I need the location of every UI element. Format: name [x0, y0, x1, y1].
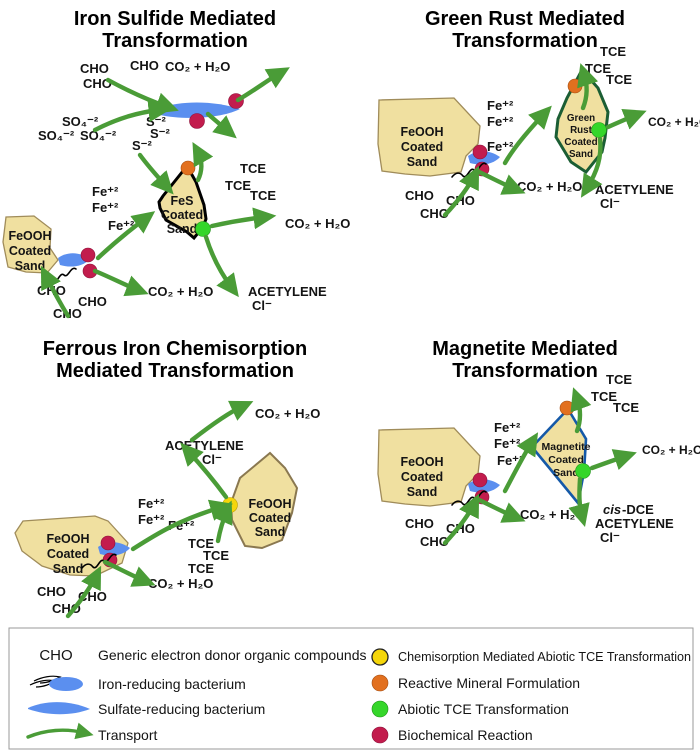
- svg-text:CO₂ + H₂O: CO₂ + H₂O: [648, 115, 700, 129]
- svg-text:Fe⁺²: Fe⁺²: [92, 200, 119, 215]
- svg-text:FeOOH: FeOOH: [8, 229, 51, 243]
- svg-text:CO₂ + H₂O: CO₂ + H₂O: [148, 576, 213, 591]
- svg-text:S⁻²: S⁻²: [132, 138, 153, 153]
- svg-text:Abiotic TCE Transformation: Abiotic TCE Transformation: [398, 701, 569, 717]
- svg-text:S⁻²: S⁻²: [150, 126, 171, 141]
- svg-text:CO₂ + H₂O: CO₂ + H₂O: [165, 59, 230, 74]
- svg-text:Fe⁺²: Fe⁺²: [138, 512, 165, 527]
- svg-text:ACETYLENE: ACETYLENE: [248, 284, 327, 299]
- svg-text:Iron-reducing bacterium: Iron-reducing bacterium: [98, 676, 246, 692]
- svg-text:ACETYLENE: ACETYLENE: [165, 438, 244, 453]
- svg-text:CO₂ + H₂O: CO₂ + H₂O: [642, 443, 700, 457]
- svg-text:Sand: Sand: [553, 467, 579, 479]
- svg-text:CO₂ + H₂O: CO₂ + H₂O: [520, 507, 585, 522]
- svg-text:TCE: TCE: [240, 161, 266, 176]
- svg-text:Coated: Coated: [564, 137, 597, 148]
- svg-text:Coated: Coated: [9, 244, 51, 258]
- svg-text:Sand: Sand: [407, 155, 438, 169]
- svg-text:Fe⁺²: Fe⁺²: [487, 114, 514, 129]
- svg-text:Biochemical Reaction: Biochemical Reaction: [398, 727, 533, 743]
- svg-text:Sand: Sand: [15, 259, 46, 273]
- svg-text:Fe⁺²: Fe⁺²: [494, 420, 521, 435]
- svg-text:Green: Green: [567, 113, 595, 124]
- svg-text:FeOOH: FeOOH: [400, 125, 443, 139]
- svg-text:Fe⁺²: Fe⁺²: [138, 496, 165, 511]
- svg-text:CO₂ + H₂O: CO₂ + H₂O: [517, 179, 582, 194]
- svg-text:Coated: Coated: [47, 547, 89, 561]
- svg-text:TCE: TCE: [225, 178, 251, 193]
- svg-text:Fe⁺²: Fe⁺²: [494, 436, 521, 451]
- svg-text:Coated: Coated: [401, 470, 443, 484]
- svg-text:FeOOH: FeOOH: [46, 532, 89, 546]
- svg-text:-DCE: -DCE: [622, 502, 654, 517]
- svg-text:Sand: Sand: [53, 562, 84, 576]
- svg-text:ACETYLENE: ACETYLENE: [595, 516, 674, 531]
- svg-text:Sulfate-reducing bacterium: Sulfate-reducing bacterium: [98, 701, 265, 717]
- svg-text:Cl⁻: Cl⁻: [252, 298, 272, 313]
- svg-text:CHO: CHO: [39, 647, 72, 664]
- svg-text:CHO: CHO: [130, 58, 159, 73]
- svg-text:Fe⁺²: Fe⁺²: [92, 184, 119, 199]
- svg-text:TCE: TCE: [606, 72, 632, 87]
- svg-text:CO₂ + H₂O: CO₂ + H₂O: [255, 406, 320, 421]
- svg-text:TCE: TCE: [613, 400, 639, 415]
- svg-text:CHO: CHO: [78, 294, 107, 309]
- svg-text:ACETYLENE: ACETYLENE: [595, 182, 674, 197]
- svg-text:Coated: Coated: [548, 454, 584, 466]
- svg-text:Fe⁺²: Fe⁺²: [487, 98, 514, 113]
- svg-text:CHO: CHO: [405, 188, 434, 203]
- svg-text:CO₂ + H₂O: CO₂ + H₂O: [148, 284, 213, 299]
- svg-text:SO₄⁻²: SO₄⁻²: [38, 128, 75, 143]
- svg-text:Coated: Coated: [249, 511, 291, 525]
- svg-text:TCE: TCE: [606, 372, 632, 387]
- svg-text:CO₂ + H₂O: CO₂ + H₂O: [285, 216, 350, 231]
- svg-text:TCE: TCE: [250, 188, 276, 203]
- svg-text:Generic electron donor organic: Generic electron donor organic compounds: [98, 647, 367, 663]
- svg-text:Sand: Sand: [255, 525, 286, 539]
- svg-text:Magnetite: Magnetite: [541, 441, 590, 453]
- svg-text:Reactive Mineral Formulation: Reactive Mineral Formulation: [398, 675, 580, 691]
- svg-text:Sand: Sand: [569, 149, 593, 160]
- svg-text:TCE: TCE: [600, 44, 626, 59]
- svg-text:Chemisorption Mediated Abiotic: Chemisorption Mediated Abiotic TCE Trans…: [398, 650, 691, 664]
- svg-text:FeOOH: FeOOH: [248, 497, 291, 511]
- svg-text:CHO: CHO: [37, 584, 66, 599]
- svg-text:Cl⁻: Cl⁻: [600, 196, 620, 211]
- svg-text:Coated: Coated: [161, 208, 203, 222]
- svg-text:Coated: Coated: [401, 140, 443, 154]
- svg-text:CHO: CHO: [405, 516, 434, 531]
- svg-text:Sand: Sand: [407, 485, 438, 499]
- svg-text:CHO: CHO: [80, 61, 109, 76]
- svg-text:SO₄⁻²: SO₄⁻²: [62, 114, 99, 129]
- svg-text:FeOOH: FeOOH: [400, 455, 443, 469]
- svg-text:TCE: TCE: [188, 561, 214, 576]
- svg-text:Cl⁻: Cl⁻: [600, 530, 620, 545]
- svg-text:Transport: Transport: [98, 727, 158, 743]
- svg-text:cis: cis: [603, 502, 621, 517]
- svg-text:Sand: Sand: [167, 222, 198, 236]
- svg-text:FeS: FeS: [171, 194, 194, 208]
- svg-text:Rust: Rust: [570, 125, 593, 136]
- svg-text:Cl⁻: Cl⁻: [202, 452, 222, 467]
